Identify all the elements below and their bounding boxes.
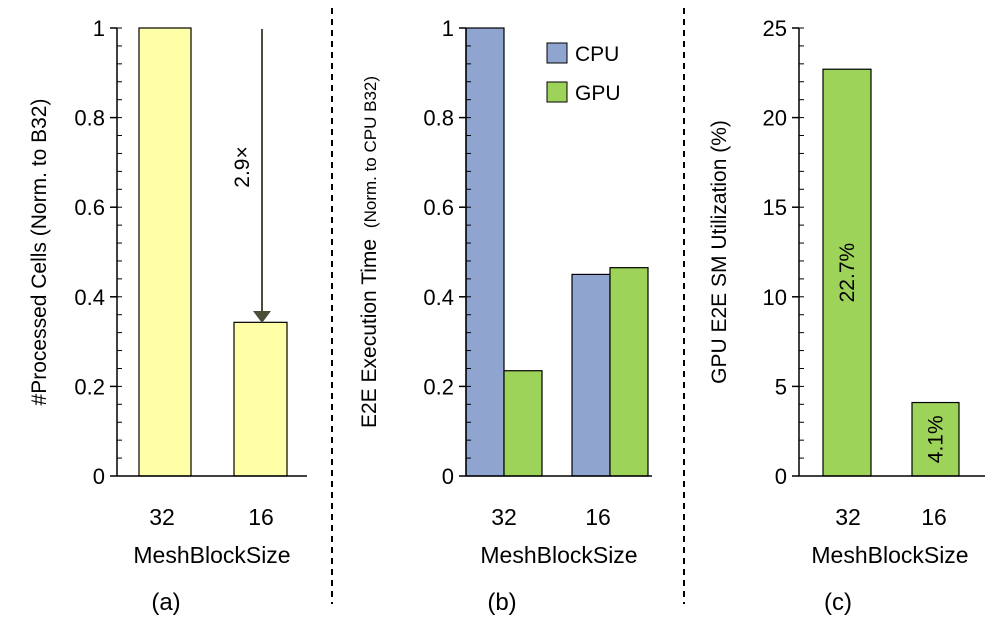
panel-b-xlabel: MeshBlockSize (480, 542, 637, 568)
legend-label-gpu: GPU (575, 82, 621, 105)
panel-b-bar-gpu-32 (503, 370, 543, 477)
panel-b-xticks: 32 16 (491, 504, 611, 530)
panel-a-xticks: 32 16 (149, 504, 274, 530)
panel-c-ytick-label: 10 (763, 285, 787, 310)
panel-b-bars (465, 27, 649, 477)
panel-c-data-label: 22.7% (836, 243, 859, 303)
panel-c-ytick-label: 25 (763, 16, 787, 41)
panel-c-xtick-label: 32 (835, 504, 861, 530)
panel-a-ytick-label: 0.8 (74, 106, 105, 131)
panel-b-ytick-label: 1 (442, 16, 454, 41)
legend: CPU GPU (546, 42, 621, 105)
panel-b-bar-gpu-16 (609, 267, 649, 477)
reduction-arrow (253, 29, 271, 323)
arrow-head (253, 311, 271, 323)
panel-b-ytick-label: 0.2 (423, 374, 454, 399)
panel-a-xtick-label: 16 (248, 504, 274, 530)
panel-b-label: (b) (487, 589, 516, 616)
panel-b: 0 0.2 0.4 0.6 0.8 1 32 16 E2E Execution Time (… (358, 16, 652, 616)
panel-a: 0 0.2 0.4 0.6 0.8 1 32 16 #Processed Cells (No… (28, 16, 307, 616)
panel-c-label: (c) (824, 589, 852, 616)
legend-swatch-gpu (546, 81, 568, 103)
panel-a-ytick-label: 1 (93, 16, 105, 41)
panel-c-xticks: 32 16 (835, 504, 947, 530)
panel-a-ytick-label: 0.2 (74, 374, 105, 399)
panel-c-ytick-label: 20 (763, 106, 787, 131)
panel-b-yticks: 0 0.2 0.4 0.6 0.8 1 (423, 16, 454, 489)
panel-c-axes (792, 27, 985, 477)
panel-c-data-label: 4.1% (925, 415, 948, 463)
panel-a-yticks: 0 0.2 0.4 0.6 0.8 1 (74, 16, 105, 489)
legend-swatch-cpu (546, 42, 568, 64)
panel-b-xtick-label: 32 (491, 504, 517, 530)
panel-a-bars (138, 27, 288, 477)
panel-a-xtick-label: 32 (149, 504, 175, 530)
panel-b-ytick-label: 0.6 (423, 195, 454, 220)
panel-b-bar-cpu-32 (465, 27, 505, 477)
panel-a-ylabel: #Processed Cells (Norm. to B32) (28, 99, 51, 406)
panel-c-bar-16 (911, 401, 960, 477)
panel-b-axes (459, 27, 652, 477)
panel-b-ylabel-main: E2E Execution Time (358, 239, 381, 428)
panel-c-xlabel: MeshBlockSize (811, 542, 968, 568)
panel-c-xtick-label: 16 (921, 504, 947, 530)
panel-a-axes (110, 27, 307, 477)
panel-c-ytick-label: 0 (775, 464, 787, 489)
legend-label-cpu: CPU (575, 43, 619, 66)
panel-b-ylabel-sub: (Norm. to CPU B32) (361, 76, 380, 228)
panel-c-bars (822, 68, 960, 477)
panel-a-label: (a) (151, 589, 180, 616)
panel-a-xlabel: MeshBlockSize (133, 542, 290, 568)
panel-b-bar-cpu-16 (571, 273, 611, 477)
panel-a-ytick-label: 0.6 (74, 195, 105, 220)
panel-b-ytick-label: 0 (442, 464, 454, 489)
panel-b-ylabel: E2E Execution Time (Norm. to CPU B32) (358, 76, 381, 428)
panel-c: 0 5 10 15 20 25 32 16 22.7% 4.1% GPU E2E SM Uti… (708, 16, 985, 616)
panel-b-ytick-label: 0.8 (423, 106, 454, 131)
panel-c-bar-32 (822, 68, 872, 477)
panel-c-yticks: 0 5 10 15 20 25 (763, 16, 787, 489)
panel-a-ytick-label: 0.4 (74, 285, 105, 310)
panel-a-bar-32 (138, 27, 192, 477)
panel-b-ytick-label: 0.4 (423, 285, 454, 310)
reduction-annotation: 2.9× (231, 146, 254, 187)
panel-a-ytick-label: 0 (93, 464, 105, 489)
panel-c-ytick-label: 15 (763, 195, 787, 220)
panel-c-ytick-label: 5 (775, 374, 787, 399)
panel-c-data-labels: 22.7% 4.1% (836, 243, 948, 463)
panel-b-xtick-label: 16 (585, 504, 611, 530)
panel-c-ylabel: GPU E2E SM Utilization (%) (708, 120, 731, 384)
panel-a-bar-16 (233, 321, 288, 477)
